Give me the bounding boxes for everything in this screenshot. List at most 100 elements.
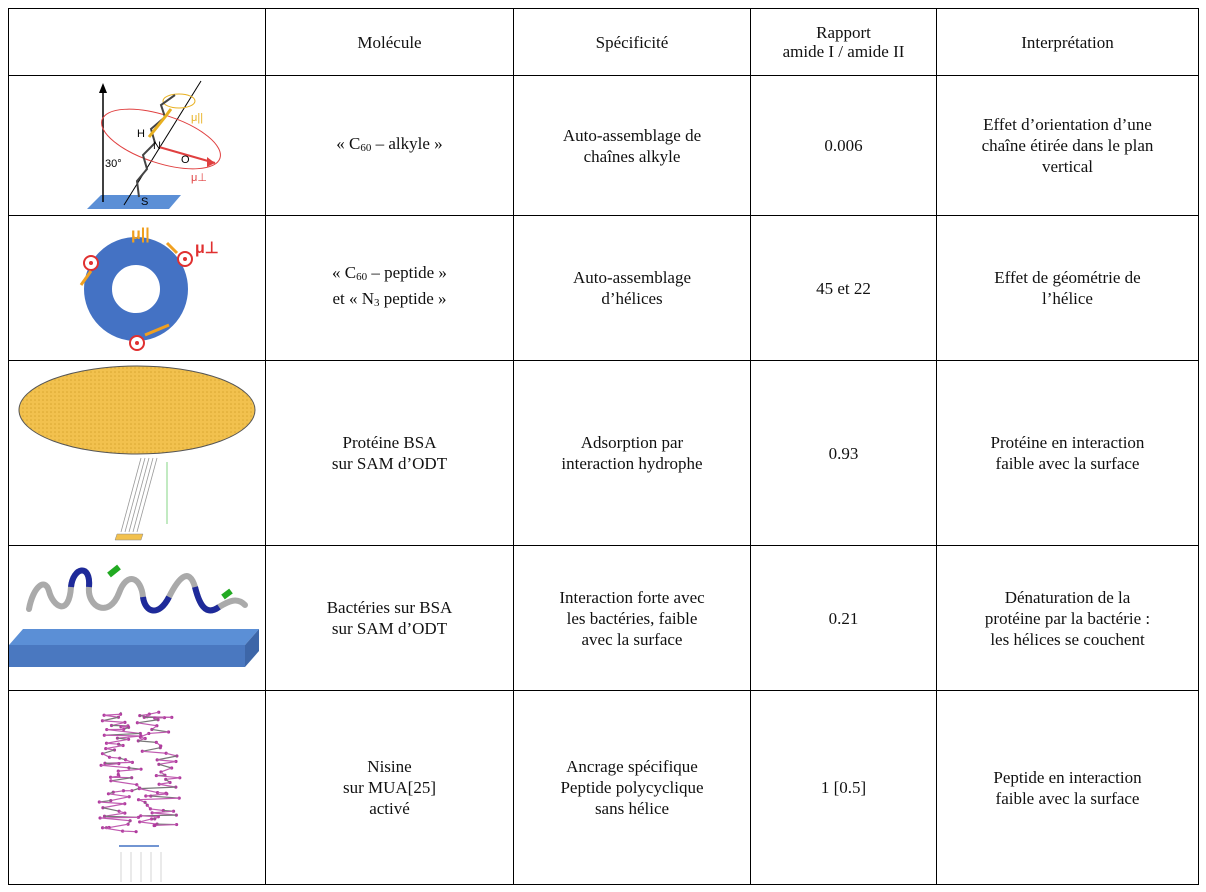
- atom: [138, 731, 142, 735]
- bond: [110, 779, 137, 785]
- bond: [113, 789, 124, 793]
- ratio-cell: 0.006: [750, 75, 937, 216]
- text-part: – peptide »: [367, 263, 447, 282]
- bond: [106, 728, 141, 734]
- bond: [156, 774, 180, 778]
- bond: [122, 829, 137, 832]
- bond: [142, 750, 167, 754]
- bond: [142, 746, 161, 752]
- bacteria-figure: [9, 564, 259, 667]
- atom: [119, 724, 123, 728]
- bond: [106, 738, 129, 744]
- text-line: Peptide polycyclique: [560, 778, 704, 797]
- bond: [165, 752, 178, 757]
- atom: [156, 717, 160, 721]
- bond: [100, 816, 131, 821]
- molecule-cell: « C60 – peptide » et « N3 peptide »: [265, 215, 514, 361]
- molecule-cell: Protéine BSA sur SAM d’ODT: [265, 360, 514, 546]
- text-line: Bactéries sur BSA: [326, 598, 453, 617]
- interpretation-cell: Effet d’orientation d’une chaîne étirée d…: [936, 75, 1199, 216]
- figure-cell: [8, 690, 266, 885]
- bond: [118, 768, 142, 772]
- bond: [109, 823, 129, 828]
- figure-label: μ⊥: [195, 240, 219, 257]
- text-line: Adsorption par: [580, 433, 684, 452]
- text-line: 45 et 22: [816, 278, 871, 298]
- text-line: 0.006: [824, 136, 863, 155]
- figure-label: O: [181, 154, 190, 166]
- text-line: Ancrage spécifique: [566, 757, 698, 776]
- bond: [148, 730, 169, 734]
- bond: [102, 716, 119, 721]
- atom: [154, 773, 158, 777]
- text-line: et « N3 peptide »: [332, 289, 447, 309]
- text-line: interaction hydrophe: [561, 454, 703, 473]
- row: Protéine BSA sur SAM d’ODT Adsorption par…: [8, 360, 1199, 546]
- atom: [155, 790, 160, 794]
- text-part: – alkyle »: [371, 133, 443, 153]
- figure-cell: H N O S 30° μ|| μ⊥: [8, 75, 266, 216]
- bond: [139, 820, 158, 825]
- text-line: sur SAM d’ODT: [331, 454, 448, 473]
- text-part: « C: [332, 263, 357, 282]
- figure-cell: [8, 360, 266, 546]
- row: H N O S 30° μ|| μ⊥ « C60 – alkyle » Auto…: [8, 75, 1199, 216]
- bond: [138, 797, 180, 800]
- atom: [161, 808, 165, 812]
- bond: [102, 748, 115, 754]
- atom: [122, 727, 126, 731]
- bond: [110, 776, 132, 781]
- text-line: amide I / amide II: [782, 42, 905, 61]
- atom: [99, 763, 103, 767]
- atom: [121, 788, 125, 792]
- interpretation-cell: Dénaturation de la protéine par la bactér…: [936, 545, 1199, 691]
- atom: [152, 823, 156, 827]
- figure-cell: [8, 545, 266, 691]
- row: Bactéries sur BSA sur SAM d’ODT Interacti…: [8, 545, 1199, 691]
- figure-label: N: [153, 140, 161, 152]
- subscript: 60: [356, 271, 368, 283]
- text-line: « C60 – alkyle »: [336, 133, 443, 154]
- bond: [158, 763, 172, 769]
- text-line: Nisine: [367, 757, 412, 776]
- bond: [139, 787, 158, 793]
- row: μ|| μ⊥ « C60 – peptide » et « N3 peptide …: [8, 215, 1199, 361]
- figure-label: H: [137, 128, 145, 140]
- bond: [154, 823, 177, 826]
- header-cell: [8, 8, 266, 76]
- figure-label: S: [141, 196, 148, 208]
- header-cell: Interprétation: [936, 8, 1199, 76]
- atom: [126, 737, 131, 741]
- bond: [158, 760, 177, 765]
- figure-label: μ||: [131, 226, 150, 243]
- atom: [144, 793, 148, 798]
- figure-label: 30°: [105, 158, 122, 170]
- bond: [108, 792, 130, 797]
- text-line: sur MUA[25]: [342, 778, 437, 797]
- text-line: avec la surface: [581, 629, 683, 649]
- atom: [105, 727, 109, 731]
- bond: [137, 721, 157, 726]
- header-row: Molécule Spécificité Rapport amide I / am…: [8, 8, 1199, 76]
- text-line: sans hélice: [594, 799, 670, 818]
- text-part: peptide »: [379, 289, 447, 308]
- bond: [139, 786, 176, 789]
- bond: [99, 800, 125, 804]
- atom: [130, 788, 134, 792]
- bond: [150, 807, 164, 811]
- atom: [142, 715, 146, 719]
- text-line: Rapport: [816, 23, 871, 42]
- ratio-cell: 0.93: [750, 360, 937, 546]
- text-line: Peptide en interaction: [993, 767, 1142, 787]
- text-line: Protéine BSA: [342, 433, 437, 452]
- figure-cell: μ|| μ⊥: [8, 215, 266, 361]
- subscript: 3: [374, 297, 380, 309]
- ratio-cell: 1 [0.5]: [750, 690, 937, 885]
- atom: [134, 829, 138, 833]
- bond: [103, 714, 119, 718]
- bond: [117, 734, 142, 739]
- interpretation-cell: Peptide en interaction faible avec la sur…: [936, 690, 1199, 885]
- atom: [102, 814, 107, 818]
- text-line: « C60 – peptide »: [332, 263, 447, 283]
- text-line: d’hélices: [601, 289, 663, 308]
